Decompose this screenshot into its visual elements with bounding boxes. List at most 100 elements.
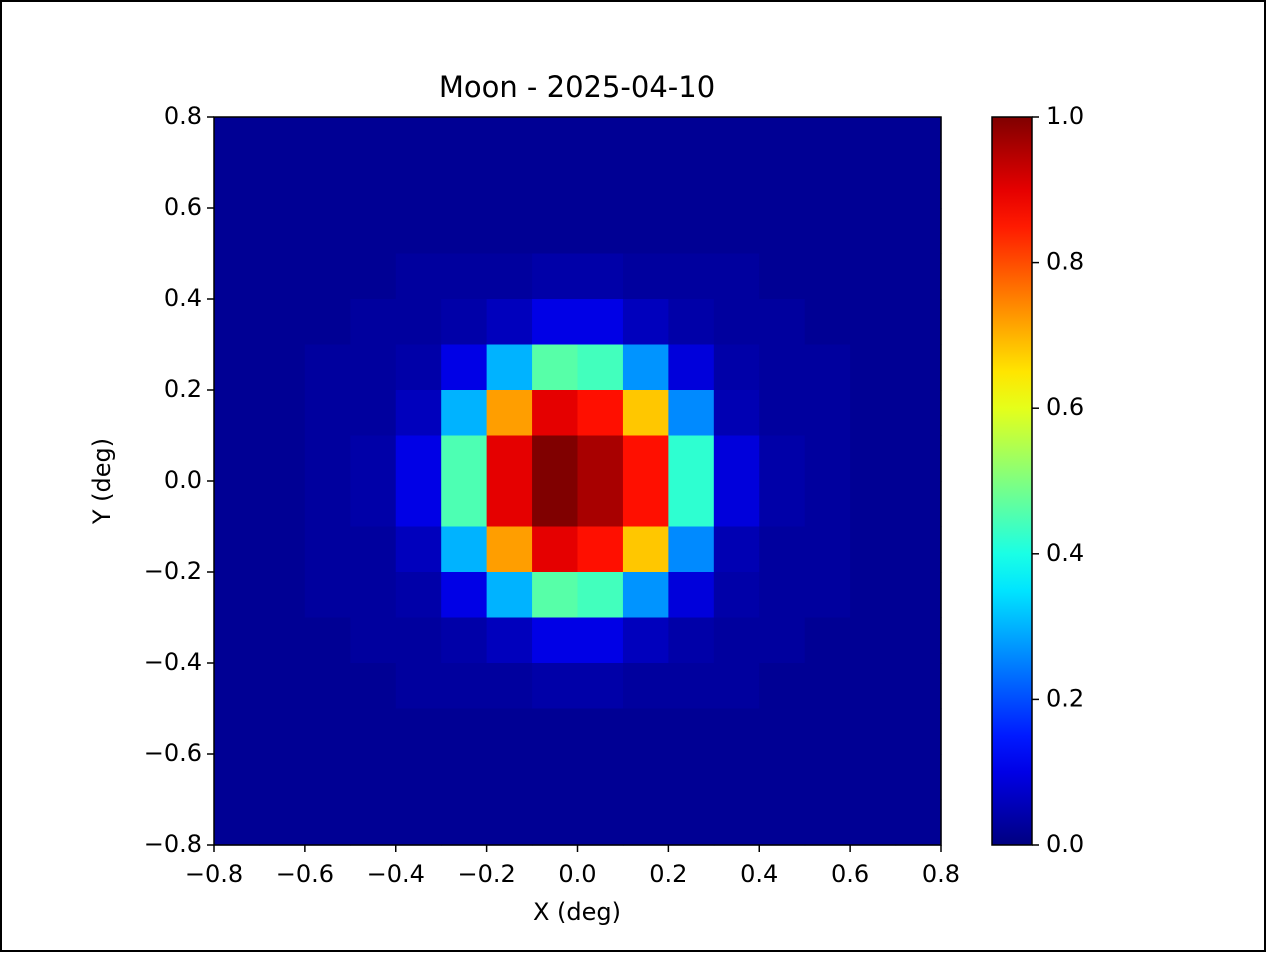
y-tick-label: −0.4 <box>144 648 202 676</box>
x-tick-label: −0.8 <box>185 860 243 888</box>
heatmap-cell <box>895 435 942 482</box>
heatmap-cell <box>532 390 579 437</box>
heatmap-cell <box>350 162 397 209</box>
heatmap-cell <box>259 435 306 482</box>
heatmap-cell <box>259 344 306 391</box>
heatmap-cell <box>350 572 397 619</box>
heatmap-cell <box>850 162 897 209</box>
y-tick-label: −0.2 <box>144 557 202 585</box>
heatmap-cell <box>759 799 806 846</box>
heatmap-cell <box>441 390 488 437</box>
y-tick-label: 0.2 <box>164 375 202 403</box>
heatmap-cell <box>350 526 397 573</box>
heatmap-cell <box>395 799 442 846</box>
x-tick-label: 0.4 <box>740 860 778 888</box>
heatmap-cell <box>668 754 715 801</box>
heatmap-cell <box>259 481 306 528</box>
heatmap-cell <box>804 617 851 664</box>
heatmap-cell <box>441 754 488 801</box>
heatmap-cell <box>622 390 669 437</box>
heatmap-cell <box>395 617 442 664</box>
heatmap-cell <box>441 526 488 573</box>
x-axis-label: X (deg) <box>533 898 621 926</box>
heatmap-cell <box>532 526 579 573</box>
heatmap-cell <box>713 754 760 801</box>
heatmap-cell <box>850 617 897 664</box>
heatmap-cell <box>259 162 306 209</box>
heatmap-cell <box>214 162 261 209</box>
heatmap-cell <box>804 162 851 209</box>
heatmap-cell <box>759 663 806 710</box>
heatmap-cell <box>713 435 760 482</box>
heatmap-cell <box>486 617 533 664</box>
heatmap-cell <box>304 799 351 846</box>
heatmap-cell <box>895 390 942 437</box>
heatmap-cell <box>441 344 488 391</box>
heatmap-cell <box>577 481 624 528</box>
heatmap-cell <box>759 117 806 164</box>
heatmap-cell <box>395 162 442 209</box>
heatmap-cell <box>304 117 351 164</box>
heatmap-cell <box>486 663 533 710</box>
heatmap-cell <box>668 481 715 528</box>
heatmap-cell <box>622 572 669 619</box>
heatmap-cell <box>441 663 488 710</box>
heatmap-cell <box>441 799 488 846</box>
heatmap-cell <box>350 253 397 300</box>
heatmap-cell <box>713 617 760 664</box>
heatmap-cell <box>350 663 397 710</box>
heatmap-cell <box>486 253 533 300</box>
heatmap-cell <box>850 526 897 573</box>
heatmap-cell <box>350 117 397 164</box>
heatmap-cell <box>895 117 942 164</box>
heatmap-cell <box>486 117 533 164</box>
heatmap-cell <box>622 617 669 664</box>
heatmap-cell <box>622 435 669 482</box>
heatmap-cell <box>441 617 488 664</box>
heatmap-cell <box>577 754 624 801</box>
heatmap-cell <box>759 344 806 391</box>
heatmap-cell <box>259 390 306 437</box>
x-tick-label: 0.0 <box>558 860 596 888</box>
heatmap-cell <box>850 708 897 755</box>
heatmap-cell <box>304 663 351 710</box>
heatmap-cell <box>895 754 942 801</box>
heatmap-cell <box>350 708 397 755</box>
heatmap-cell <box>486 708 533 755</box>
heatmap-cell <box>668 617 715 664</box>
heatmap-cell <box>804 299 851 346</box>
heatmap-cell <box>441 208 488 255</box>
y-axis-label: Y (deg) <box>88 438 116 525</box>
heatmap-cell <box>713 162 760 209</box>
heatmap-cell <box>532 617 579 664</box>
heatmap-cell <box>304 754 351 801</box>
heatmap-cell <box>304 708 351 755</box>
heatmap-cell <box>804 208 851 255</box>
heatmap-cell <box>895 526 942 573</box>
heatmap-cell <box>668 708 715 755</box>
x-tick-label: −0.4 <box>367 860 425 888</box>
heatmap-cell <box>214 663 261 710</box>
heatmap-cell <box>395 481 442 528</box>
heatmap-cell <box>668 526 715 573</box>
x-tick-label: 0.6 <box>831 860 869 888</box>
colorbar-tick-label: 1.0 <box>1046 102 1084 130</box>
heatmap-cell <box>713 253 760 300</box>
heatmap-cell <box>350 799 397 846</box>
heatmap-cell <box>577 390 624 437</box>
heatmap-cell <box>486 162 533 209</box>
heatmap-cell <box>532 481 579 528</box>
heatmap-cell <box>759 617 806 664</box>
heatmap-cell <box>713 481 760 528</box>
heatmap-cell <box>259 526 306 573</box>
heatmap-cell <box>895 799 942 846</box>
heatmap-cell <box>395 390 442 437</box>
heatmap-cell <box>895 481 942 528</box>
heatmap-cell <box>486 390 533 437</box>
heatmap-cell <box>214 708 261 755</box>
heatmap-cell <box>532 799 579 846</box>
heatmap-cell <box>304 526 351 573</box>
colorbar-tick-label: 0.6 <box>1046 393 1084 421</box>
heatmap-cell <box>214 481 261 528</box>
heatmap-cell <box>713 299 760 346</box>
